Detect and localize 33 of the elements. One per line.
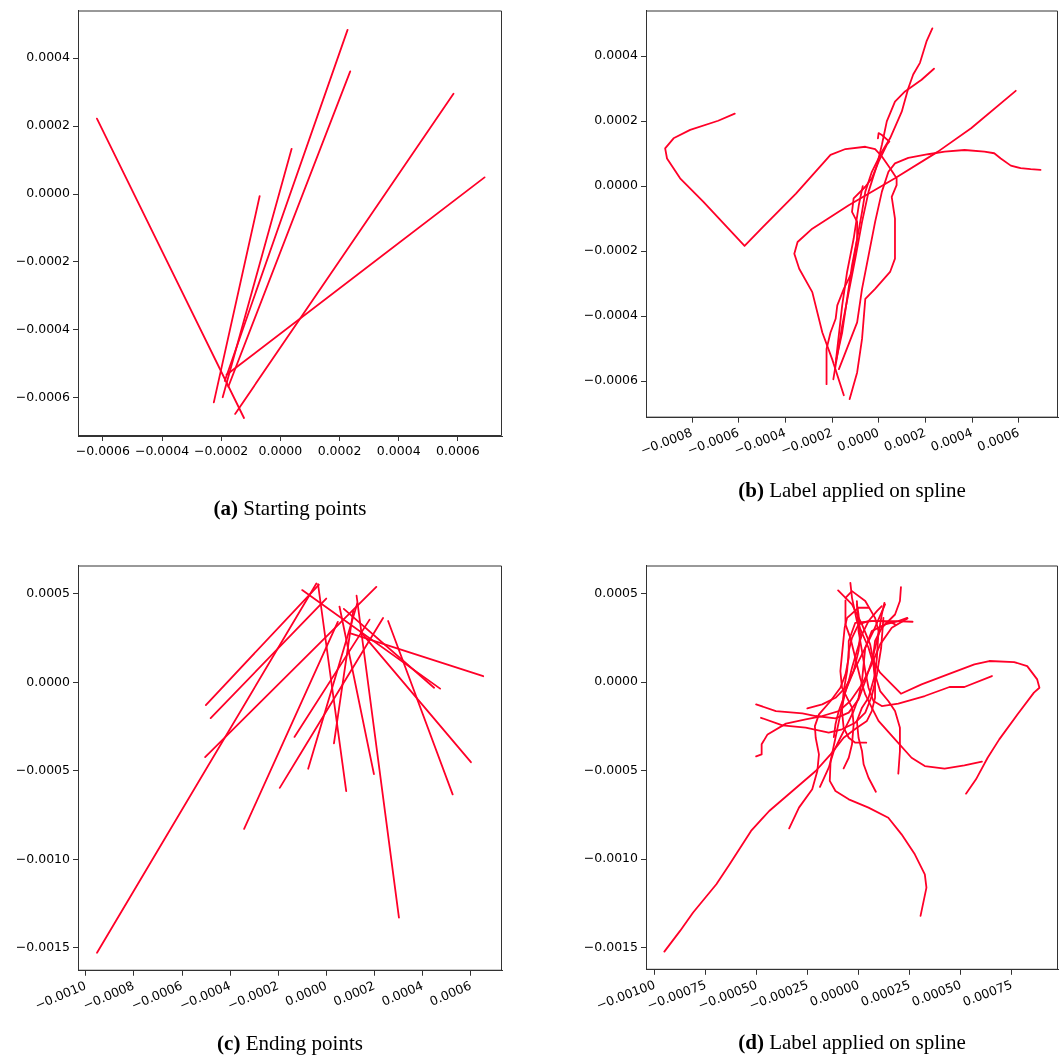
y-tick-label: −0.0002 xyxy=(15,253,70,269)
x-tick-label: 0.0004 xyxy=(376,442,421,458)
y-tick-label: 0.0000 xyxy=(594,177,639,193)
y-tick-label: −0.0006 xyxy=(583,372,639,388)
y-tick-label: 0.0000 xyxy=(26,185,71,201)
y-tick-label: 0.0005 xyxy=(26,585,70,601)
text: (c) Ending points xyxy=(217,1030,363,1056)
x-tick-label: 0.0006 xyxy=(436,442,480,458)
x-tick-label: 0.0002 xyxy=(317,442,362,458)
text: (d) Label applied on spline xyxy=(738,1029,966,1055)
y-tick-label: 0.0002 xyxy=(594,112,638,128)
y-tick-label: 0.0005 xyxy=(594,585,638,601)
text: (a) Starting points xyxy=(213,496,367,521)
y-tick-label: 0.0002 xyxy=(26,117,70,133)
y-tick-label: 0.0000 xyxy=(26,673,71,689)
y-tick-label: −0.0015 xyxy=(583,938,638,954)
x-tick-label: −0.0002 xyxy=(194,442,249,458)
y-tick-label: −0.0002 xyxy=(583,242,638,258)
text: (b) Label applied on spline xyxy=(738,477,966,503)
y-tick-label: −0.0005 xyxy=(583,761,638,777)
x-tick-label: 0.0000 xyxy=(258,442,303,458)
y-tick-label: −0.0006 xyxy=(15,389,71,405)
y-tick-label: 0.0000 xyxy=(594,673,639,689)
x-tick-label: −0.0004 xyxy=(134,442,190,458)
y-tick-label: −0.0010 xyxy=(583,850,639,866)
y-tick-label: −0.0004 xyxy=(15,321,71,337)
y-tick-label: −0.0015 xyxy=(15,939,70,954)
y-tick-label: 0.0004 xyxy=(26,49,71,65)
y-tick-label: −0.0004 xyxy=(583,307,639,323)
x-tick-label: −0.0006 xyxy=(75,442,130,458)
y-tick-label: −0.0010 xyxy=(15,850,71,866)
y-tick-label: 0.0004 xyxy=(594,47,639,63)
y-tick-label: −0.0005 xyxy=(15,762,70,778)
